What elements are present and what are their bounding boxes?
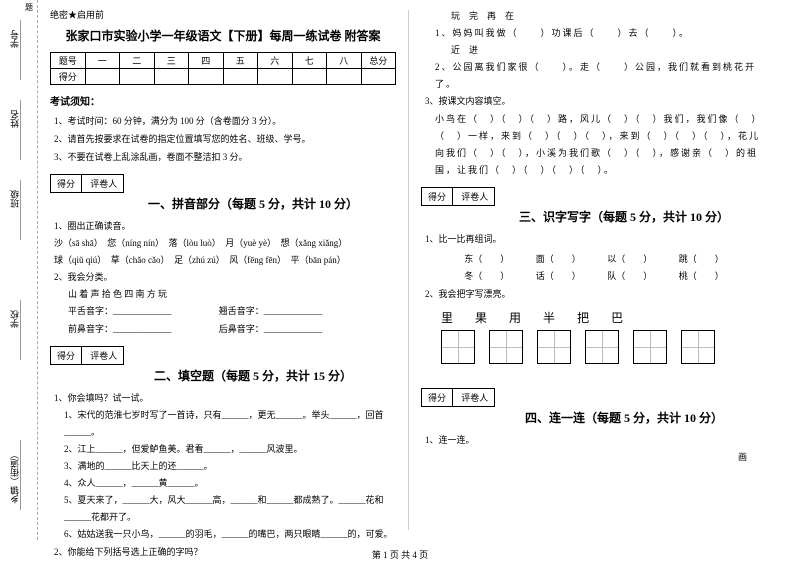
scorebox-score: 得分 [422, 188, 453, 205]
compare-item: 以（ ） [607, 252, 652, 265]
scorebox-score: 得分 [51, 175, 82, 192]
q4-1: 1、连一连。 [425, 432, 767, 449]
score-header: 七 [292, 53, 327, 69]
rules-list: 1、考试时间：60 分钟，满分为 100 分（含卷面分 3 分）。 2、请首先按… [54, 112, 396, 166]
q3-2: 2、我会把字写漂亮。 [425, 286, 767, 303]
score-header: 八 [327, 53, 362, 69]
compare-item: 话（ ） [536, 269, 581, 282]
tab-line [20, 100, 21, 160]
section-scorebox: 得分 评卷人 [421, 187, 495, 206]
char-grid-box [489, 330, 523, 364]
char-grid-box [537, 330, 571, 364]
score-label: 得分 [51, 69, 86, 85]
rule-item: 2、请首先按要求在试卷的指定位置填写您的姓名、班级、学号。 [54, 130, 396, 148]
right-column: 玩 完 再 在 1、妈妈叫我做（ ）功课后（ ）去（ ）。 近 进 2、公园离我… [409, 0, 779, 540]
score-header: 二 [120, 53, 155, 69]
q2-1-item: 1、宋代的范淮七岁时写了一首诗，只有______，更无______。举头____… [64, 407, 396, 441]
section-1-title: 一、拼音部分（每题 5 分，共计 10 分） [110, 195, 396, 212]
q2-1-item: 6、姑姑送我一只小鸟，______的羽毛，______的嘴巴，两只眼睛_____… [64, 526, 396, 543]
q4-word: 画 [425, 449, 747, 466]
left-column: 绝密★启用前 张家口市实验小学一年级语文【下册】每周一练试卷 附答案 题号 一 … [38, 0, 408, 540]
q2-1: 1、你会填吗？试一试。 [54, 390, 396, 407]
tab-line [20, 180, 21, 240]
corner-text: 题 [25, 2, 33, 13]
tab-line [20, 300, 21, 360]
char-grid-box [681, 330, 715, 364]
score-header: 四 [189, 53, 224, 69]
q1-1-line: 沙（sā shā） 您（níng nín） 落（lòu luò） 月（yuè y… [54, 235, 396, 252]
q2-1-item: 5、夏天来了，______大，风大______高，______和______都成… [64, 492, 396, 526]
q3-line: 小鸟在（ ）（ ）（ ）路，风儿（ ）（ ）我们，我们像（ ）（ ）一样，来到（… [435, 111, 767, 179]
rule-item: 1、考试时间：60 分钟，满分为 100 分（含卷面分 3 分）。 [54, 112, 396, 130]
q2-1-item: 3、满地的______比天上的还______。 [64, 458, 396, 475]
section-scorebox: 得分 评卷人 [50, 174, 124, 193]
char-label: 用 [509, 309, 521, 326]
scorebox-grader: 评卷人 [84, 175, 123, 192]
score-header: 题号 [51, 53, 86, 69]
score-value-row: 得分 [51, 69, 396, 85]
tab-line [20, 20, 21, 80]
scorebox-grader: 评卷人 [455, 389, 494, 406]
compare-row: 东（ ） 面（ ） 以（ ） 跳（ ） [451, 252, 737, 265]
compare-item: 桃（ ） [679, 269, 724, 282]
q3: 3、按课文内容填空。 [425, 93, 767, 110]
score-header-row: 题号 一 二 三 四 五 六 七 八 总分 [51, 53, 396, 69]
word-bank: 近 进 [451, 42, 767, 59]
compare-item: 冬（ ） [464, 269, 509, 282]
section-scorebox: 得分 评卷人 [421, 388, 495, 407]
q2r-1: 1、妈妈叫我做（ ）功课后（ ）去（ ）。 [435, 25, 767, 42]
score-header: 三 [154, 53, 189, 69]
compare-item: 跳（ ） [679, 252, 724, 265]
compare-item: 队（ ） [607, 269, 652, 282]
score-header: 六 [258, 53, 293, 69]
section-3-title: 三、识字写字（每题 5 分，共计 10 分） [481, 208, 767, 225]
scorebox-score: 得分 [51, 347, 82, 364]
score-table: 题号 一 二 三 四 五 六 七 八 总分 得分 [50, 52, 396, 85]
section-4-title: 四、连一连（每题 5 分，共计 10 分） [481, 409, 767, 426]
char-label: 果 [475, 309, 487, 326]
scorebox-grader: 评卷人 [455, 188, 494, 205]
q1-2: 2、我会分类。 [54, 269, 396, 286]
q3-1: 1、比一比再组词。 [425, 231, 767, 248]
confidential-label: 绝密★启用前 [50, 8, 396, 21]
blank-label: 后鼻音字：_____________ [219, 324, 323, 334]
blank-label: 翘舌音字：_____________ [219, 306, 323, 316]
q2-1-item: 4、众人______，______黄______。 [64, 475, 396, 492]
char-grid-box [633, 330, 667, 364]
q2r-2: 2、公园离我们家很（ ）。走（ ）公园，我们就看到桃花开了。 [435, 59, 767, 93]
char-grid-box [585, 330, 619, 364]
section-scorebox: 得分 评卷人 [50, 346, 124, 365]
char-label: 巴 [611, 309, 623, 326]
q1-2-blank-row: 前鼻音字：_____________ 后鼻音字：_____________ [68, 321, 396, 338]
compare-item: 面（ ） [536, 252, 581, 265]
score-header: 一 [85, 53, 120, 69]
q2-1-item: 2、江上______，但爱鲈鱼美。君看______，______风波里。 [64, 441, 396, 458]
score-header: 总分 [361, 53, 396, 69]
char-label: 把 [577, 309, 589, 326]
q1-1-line: 球（qiǔ qiú） 草（chǎo cǎo） 足（zhú zú） 风（fēng … [54, 252, 396, 269]
blank-label: 平舌音字：_____________ [68, 306, 172, 316]
q1-1: 1、圈出正确读音。 [54, 218, 396, 235]
compare-row: 冬（ ） 话（ ） 队（ ） 桃（ ） [451, 269, 737, 282]
scorebox-score: 得分 [422, 389, 453, 406]
word-bank: 玩 完 再 在 [451, 8, 767, 25]
compare-item: 东（ ） [464, 252, 509, 265]
q1-2-chars: 山 着 声 拾 色 四 南 方 玩 [68, 286, 396, 303]
score-header: 五 [223, 53, 258, 69]
rules-title: 考试须知： [50, 93, 396, 108]
rule-item: 3、不要在试卷上乱涂乱画，卷面不整洁扣 3 分。 [54, 148, 396, 166]
char-label-row: 里 果 用 半 把 巴 [441, 309, 767, 326]
char-label: 里 [441, 309, 453, 326]
char-grid-row [441, 330, 767, 364]
page-footer: 第 1 页 共 4 页 [0, 548, 800, 561]
q1-2-blank-row: 平舌音字：_____________ 翘舌音字：_____________ [68, 303, 396, 320]
char-label: 半 [543, 309, 555, 326]
scorebox-grader: 评卷人 [84, 347, 123, 364]
tab-line [20, 440, 21, 510]
paper-title: 张家口市实验小学一年级语文【下册】每周一练试卷 附答案 [50, 27, 396, 44]
blank-label: 前鼻音字：_____________ [68, 324, 172, 334]
char-grid-box [441, 330, 475, 364]
section-2-title: 二、填空题（每题 5 分，共计 15 分） [110, 367, 396, 384]
binding-column: 题 学号 姓名 班级 学校 乡镇（街道） [0, 0, 38, 540]
